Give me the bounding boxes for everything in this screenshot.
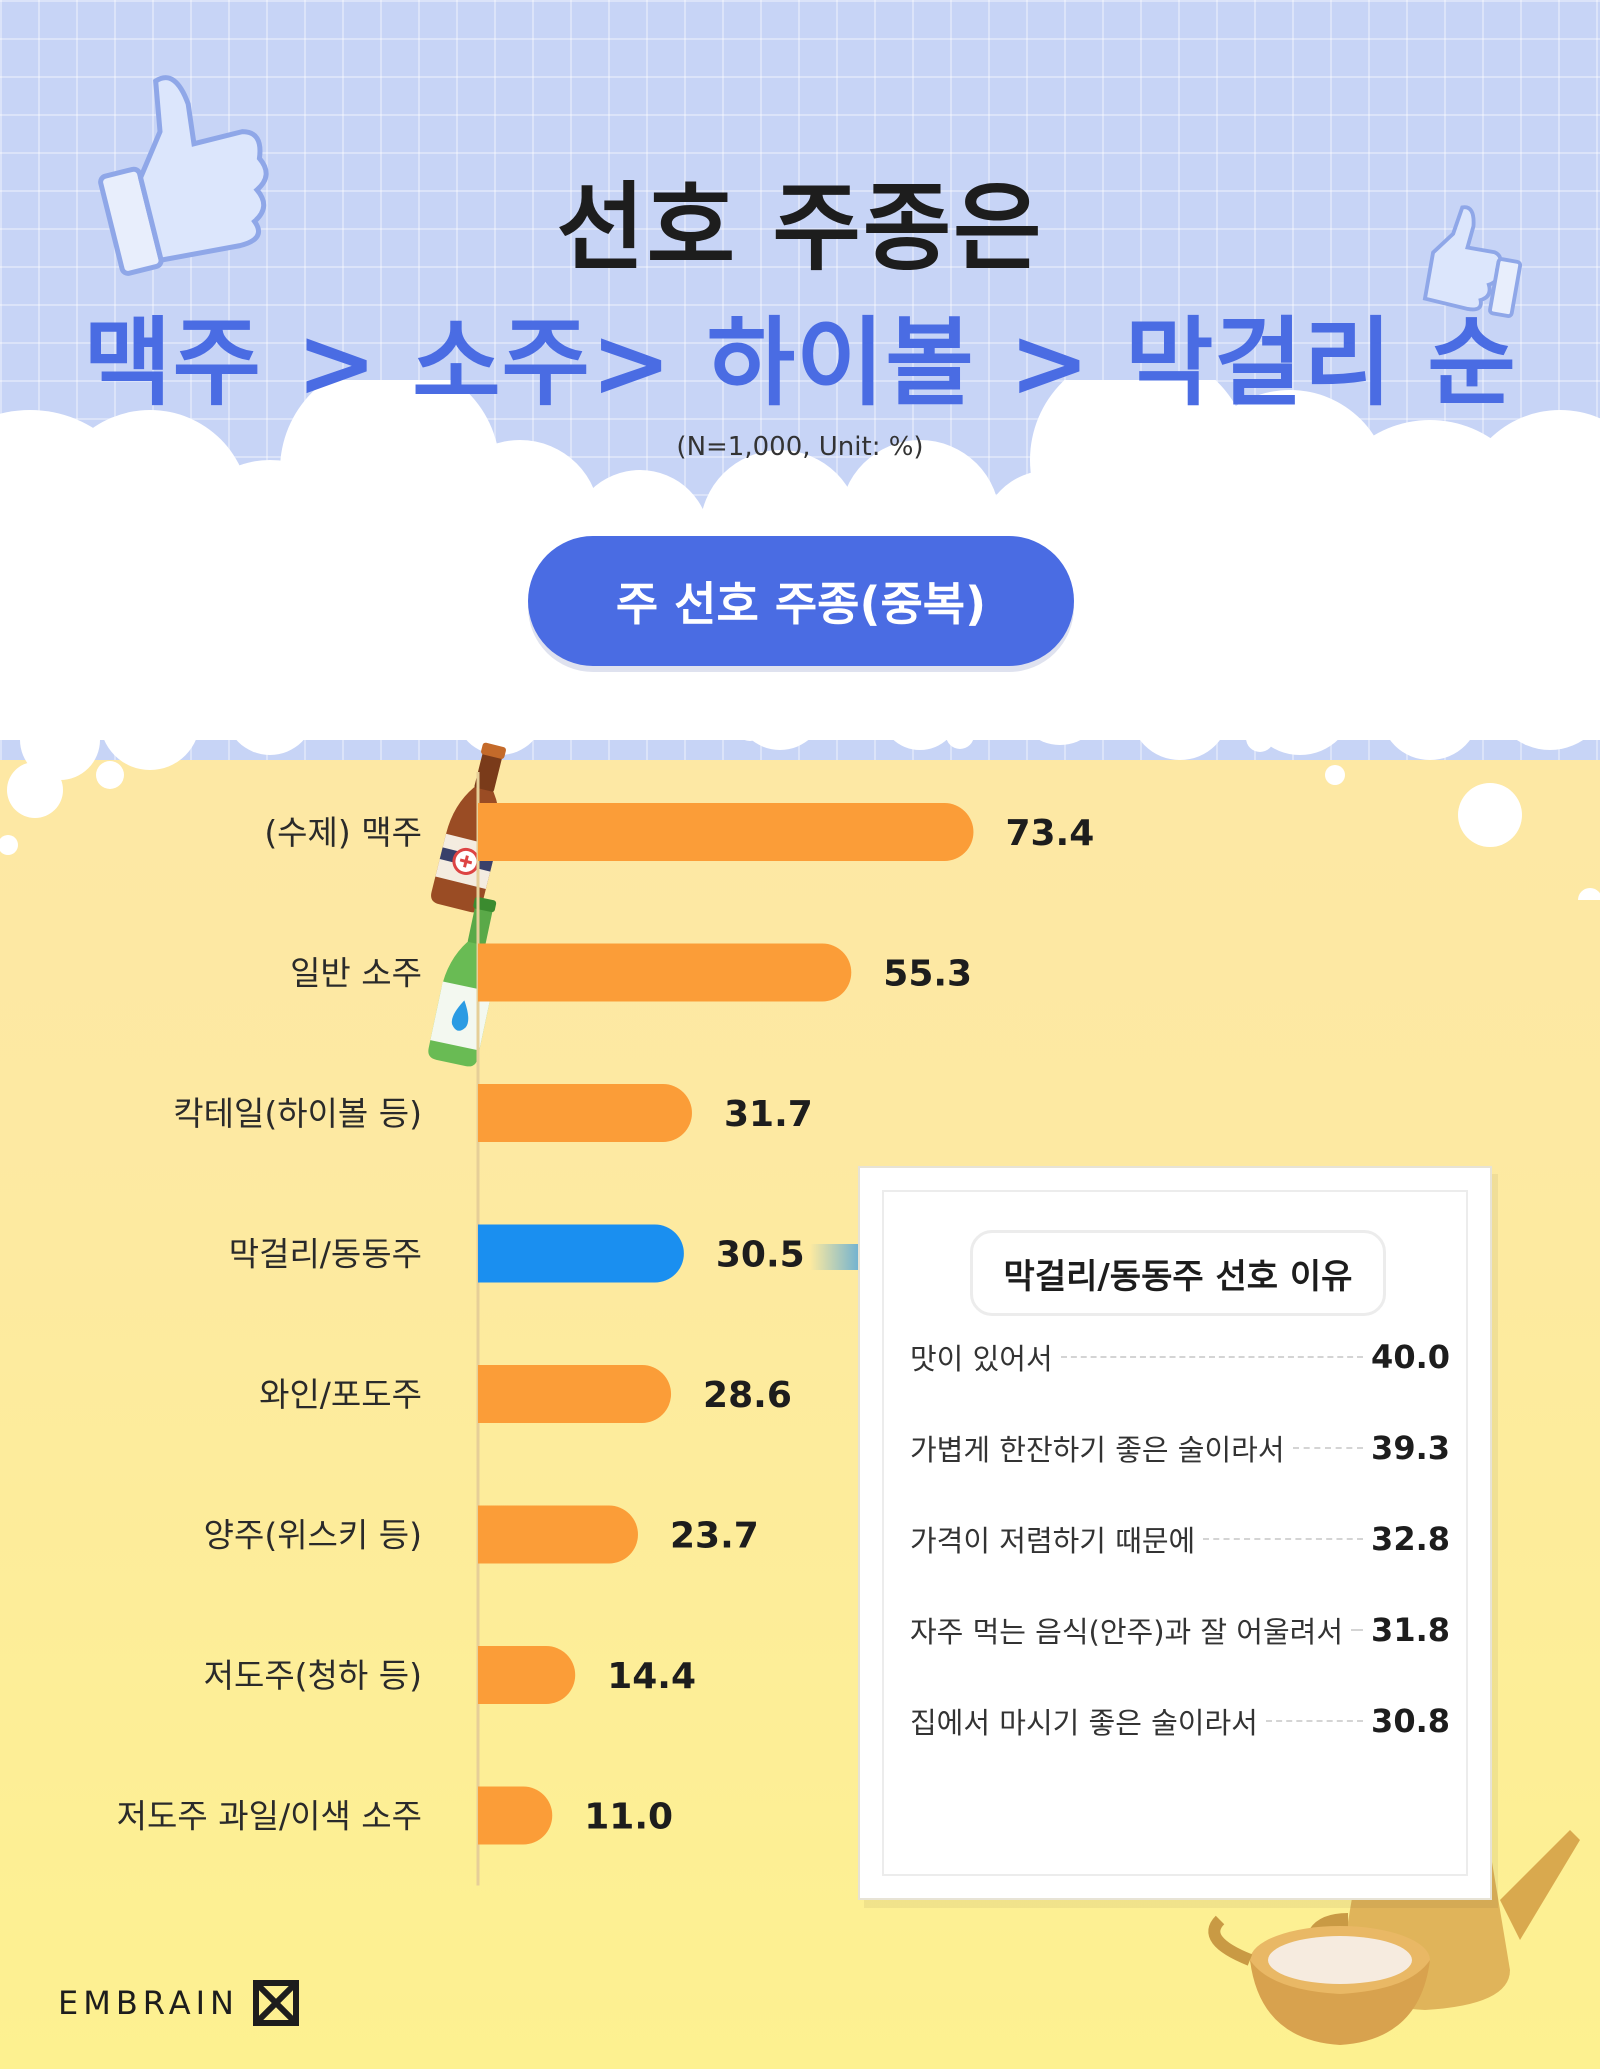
category-label: 막걸리/동동주: [229, 1235, 422, 1274]
category-label: 양주(위스키 등): [204, 1516, 422, 1555]
value-label: 55.3: [883, 954, 972, 995]
bar-base: [478, 1505, 507, 1564]
reason-row: 가볍게 한잔하기 좋은 술이라서 39.3: [910, 1423, 1450, 1473]
reason-row: 맛이 있어서 40.0: [910, 1332, 1450, 1382]
embrain-logo: EMBRAIN: [58, 1978, 299, 2028]
bar: [478, 1365, 672, 1423]
bar-base: [478, 803, 507, 861]
leader-dots: [1292, 1447, 1364, 1449]
bar: [478, 1505, 638, 1564]
value-label: 31.7: [724, 1094, 813, 1135]
value-label: 14.4: [607, 1656, 696, 1697]
category-label: 저도주 과일/이색 소주: [117, 1797, 422, 1836]
page-subtitle-ranking: 맥주 > 소주> 하이볼 > 막걸리 순: [83, 307, 1517, 419]
sample-note: (N=1,000, Unit: %): [676, 432, 924, 462]
reason-label: 자주 먹는 음식(안주)과 잘 어울려서: [910, 1615, 1344, 1649]
leader-dots: [1060, 1356, 1364, 1358]
panel-frame: [882, 1190, 1468, 1876]
value-label: 73.4: [1005, 813, 1094, 854]
chart-heading-pill: 주 선호 주종(중복): [528, 536, 1074, 666]
category-label: (수제) 맥주: [264, 813, 422, 852]
bar-base: [478, 943, 507, 1002]
bar: [478, 943, 852, 1002]
logo-text: EMBRAIN: [58, 1984, 239, 2022]
bar-base: [478, 1646, 507, 1704]
reason-label: 가격이 저렴하기 때문에: [910, 1524, 1196, 1558]
value-label: 30.5: [716, 1235, 805, 1276]
reason-value: 32.8: [1371, 1520, 1450, 1558]
reason-label: 가볍게 한잔하기 좋은 술이라서: [910, 1433, 1285, 1467]
reason-row: 집에서 마시기 좋은 술이라서 30.8: [910, 1696, 1450, 1746]
value-label: 28.6: [703, 1375, 792, 1416]
embrain-logo-icon: [252, 1980, 299, 2026]
bar: [478, 803, 974, 861]
category-label: 와인/포도주: [259, 1375, 422, 1414]
reason-value: 39.3: [1371, 1429, 1450, 1467]
leader-dots: [1351, 1629, 1364, 1631]
bar: [478, 1084, 692, 1142]
reasons-panel-title: 막걸리/동동주 선호 이유: [970, 1230, 1386, 1316]
bar-base: [478, 1224, 507, 1283]
category-label: 저도주(청하 등): [204, 1656, 422, 1695]
reason-value: 40.0: [1371, 1338, 1450, 1376]
bar-base: [478, 1084, 507, 1142]
leader-dots: [1203, 1538, 1364, 1540]
value-label: 11.0: [584, 1797, 673, 1838]
reason-label: 맛이 있어서: [910, 1342, 1053, 1376]
category-label: 일반 소주: [290, 954, 422, 993]
page-title: 선호 주종은: [556, 172, 1044, 284]
reason-value: 31.8: [1371, 1611, 1450, 1649]
category-label: 칵테일(하이볼 등): [173, 1094, 422, 1133]
reason-label: 집에서 마시기 좋은 술이라서: [910, 1706, 1258, 1740]
leader-dots: [1265, 1720, 1364, 1722]
reasons-panel: 막걸리/동동주 선호 이유 맛이 있어서 40.0 가볍게 한잔하기 좋은 술이라서…: [858, 1166, 1492, 1900]
reason-value: 30.8: [1371, 1702, 1450, 1740]
bar: [478, 1224, 684, 1283]
cloud-background: [0, 380, 1600, 900]
bar-base: [478, 1786, 507, 1845]
reason-row: 가격이 저렴하기 때문에 32.8: [910, 1514, 1450, 1564]
reason-row: 자주 먹는 음식(안주)과 잘 어울려서 31.8: [910, 1605, 1450, 1655]
bar-base: [478, 1365, 507, 1423]
value-label: 23.7: [670, 1516, 759, 1557]
